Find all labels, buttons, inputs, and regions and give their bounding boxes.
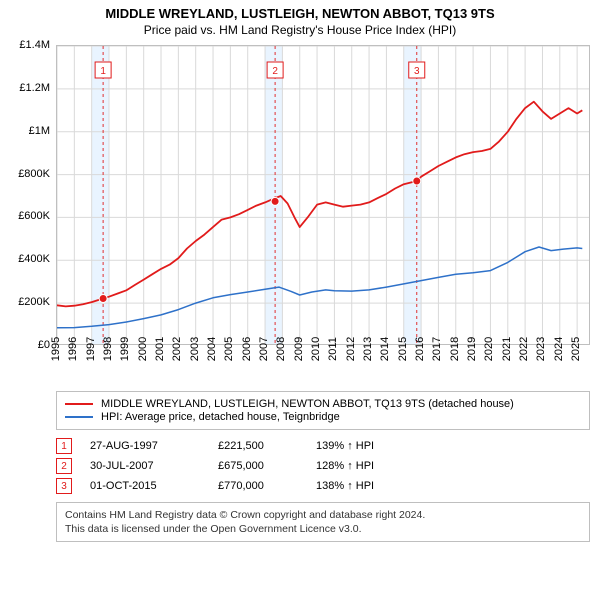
- y-tick-label: £1.4M: [19, 39, 50, 51]
- x-tick-label: 2017: [431, 337, 443, 361]
- y-tick-label: £200K: [18, 296, 50, 308]
- sale-date: 30-JUL-2007: [90, 460, 200, 472]
- sale-price: £675,000: [218, 460, 298, 472]
- legend-row-hpi: HPI: Average price, detached house, Teig…: [65, 411, 581, 423]
- legend-swatch-hpi: [65, 416, 93, 418]
- x-tick-label: 2015: [397, 337, 409, 361]
- x-tick-label: 2003: [189, 337, 201, 361]
- plot-svg: 1 2 3: [57, 46, 590, 345]
- x-tick-label: 2013: [362, 337, 374, 361]
- chart: £0£200K£400K£600K£800K£1M£1.2M£1.4M 123 …: [10, 45, 590, 385]
- x-axis: 1995199619971998199920002001200220032004…: [56, 345, 590, 385]
- sale-date: 01-OCT-2015: [90, 480, 200, 492]
- sale-price: £221,500: [218, 440, 298, 452]
- x-tick-label: 2011: [327, 337, 339, 361]
- x-tick-label: 1998: [102, 337, 114, 361]
- svg-text:3: 3: [414, 66, 420, 77]
- x-tick-label: 2008: [275, 337, 287, 361]
- footer-line-2: This data is licensed under the Open Gov…: [65, 522, 581, 536]
- y-tick-label: £800K: [18, 168, 50, 180]
- x-tick-label: 2002: [171, 337, 183, 361]
- x-tick-label: 1996: [67, 337, 79, 361]
- x-tick-label: 2025: [570, 337, 582, 361]
- legend-swatch-property: [65, 403, 93, 405]
- x-tick-label: 2024: [553, 337, 565, 361]
- x-tick-label: 2009: [293, 337, 305, 361]
- page-title: MIDDLE WREYLAND, LUSTLEIGH, NEWTON ABBOT…: [0, 6, 600, 21]
- footer: Contains HM Land Registry data © Crown c…: [56, 502, 590, 542]
- sale-marker: 3: [56, 478, 72, 494]
- y-tick-label: £600K: [18, 210, 50, 222]
- sale-row: 3 01-OCT-2015 £770,000 138% ↑ HPI: [56, 478, 590, 494]
- x-tick-label: 2014: [379, 337, 391, 361]
- legend: MIDDLE WREYLAND, LUSTLEIGH, NEWTON ABBOT…: [56, 391, 590, 430]
- sale-hpi: 128% ↑ HPI: [316, 460, 590, 472]
- x-tick-label: 1997: [85, 337, 97, 361]
- plot-area: 1 2 3: [56, 45, 590, 345]
- sale-hpi: 138% ↑ HPI: [316, 480, 590, 492]
- y-tick-label: £400K: [18, 253, 50, 265]
- svg-text:2: 2: [272, 66, 278, 77]
- x-tick-label: 2016: [414, 337, 426, 361]
- title-block: MIDDLE WREYLAND, LUSTLEIGH, NEWTON ABBOT…: [0, 0, 600, 39]
- x-tick-label: 2018: [449, 337, 461, 361]
- sale-marker: 2: [56, 458, 72, 474]
- x-tick-label: 2005: [223, 337, 235, 361]
- x-tick-label: 2019: [466, 337, 478, 361]
- sale-row: 2 30-JUL-2007 £675,000 128% ↑ HPI: [56, 458, 590, 474]
- sale-marker: 1: [56, 438, 72, 454]
- x-tick-label: 2001: [154, 337, 166, 361]
- x-tick-label: 2007: [258, 337, 270, 361]
- x-tick-label: 2006: [241, 337, 253, 361]
- sale-hpi: 139% ↑ HPI: [316, 440, 590, 452]
- y-axis: £0£200K£400K£600K£800K£1M£1.2M£1.4M: [10, 45, 54, 345]
- sale-date: 27-AUG-1997: [90, 440, 200, 452]
- x-tick-label: 2023: [535, 337, 547, 361]
- x-tick-label: 2012: [345, 337, 357, 361]
- x-tick-label: 2000: [137, 337, 149, 361]
- x-tick-label: 2010: [310, 337, 322, 361]
- x-tick-label: 2020: [483, 337, 495, 361]
- y-tick-label: £1M: [29, 125, 50, 137]
- x-tick-label: 1999: [119, 337, 131, 361]
- sale-row: 1 27-AUG-1997 £221,500 139% ↑ HPI: [56, 438, 590, 454]
- legend-label-property: MIDDLE WREYLAND, LUSTLEIGH, NEWTON ABBOT…: [101, 398, 514, 410]
- sale-price: £770,000: [218, 480, 298, 492]
- x-tick-label: 1995: [50, 337, 62, 361]
- x-tick-label: 2022: [518, 337, 530, 361]
- x-tick-label: 2004: [206, 337, 218, 361]
- svg-text:1: 1: [100, 66, 106, 77]
- page-subtitle: Price paid vs. HM Land Registry's House …: [0, 23, 600, 37]
- legend-label-hpi: HPI: Average price, detached house, Teig…: [101, 411, 340, 423]
- sales-table: 1 27-AUG-1997 £221,500 139% ↑ HPI 2 30-JUL-20…: [56, 438, 590, 494]
- footer-line-1: Contains HM Land Registry data © Crown c…: [65, 508, 581, 522]
- y-tick-label: £1.2M: [19, 82, 50, 94]
- x-tick-label: 2021: [501, 337, 513, 361]
- y-tick-label: £0: [38, 339, 50, 351]
- legend-row-property: MIDDLE WREYLAND, LUSTLEIGH, NEWTON ABBOT…: [65, 398, 581, 410]
